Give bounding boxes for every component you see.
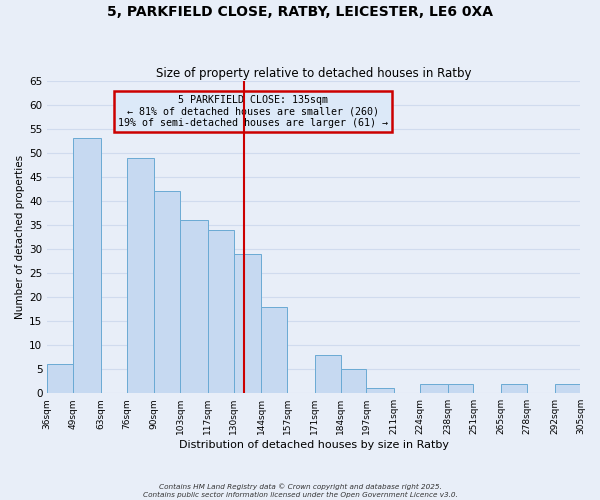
Bar xyxy=(154,192,180,393)
Bar xyxy=(315,354,341,393)
Bar xyxy=(341,369,367,393)
Title: Size of property relative to detached houses in Ratby: Size of property relative to detached ho… xyxy=(156,66,472,80)
Bar xyxy=(262,306,287,393)
X-axis label: Distribution of detached houses by size in Ratby: Distribution of detached houses by size … xyxy=(179,440,449,450)
Bar xyxy=(367,388,394,393)
Bar xyxy=(73,138,101,393)
Bar xyxy=(47,364,73,393)
Text: Contains HM Land Registry data © Crown copyright and database right 2025.
Contai: Contains HM Land Registry data © Crown c… xyxy=(143,484,457,498)
Y-axis label: Number of detached properties: Number of detached properties xyxy=(15,155,25,319)
Bar xyxy=(501,384,527,393)
Bar xyxy=(208,230,233,393)
Bar xyxy=(180,220,208,393)
Bar xyxy=(555,384,580,393)
Bar xyxy=(127,158,154,393)
Bar xyxy=(448,384,473,393)
Text: 5 PARKFIELD CLOSE: 135sqm
← 81% of detached houses are smaller (260)
19% of semi: 5 PARKFIELD CLOSE: 135sqm ← 81% of detac… xyxy=(118,94,388,128)
Text: 5, PARKFIELD CLOSE, RATBY, LEICESTER, LE6 0XA: 5, PARKFIELD CLOSE, RATBY, LEICESTER, LE… xyxy=(107,5,493,19)
Bar xyxy=(420,384,448,393)
Bar xyxy=(233,254,262,393)
